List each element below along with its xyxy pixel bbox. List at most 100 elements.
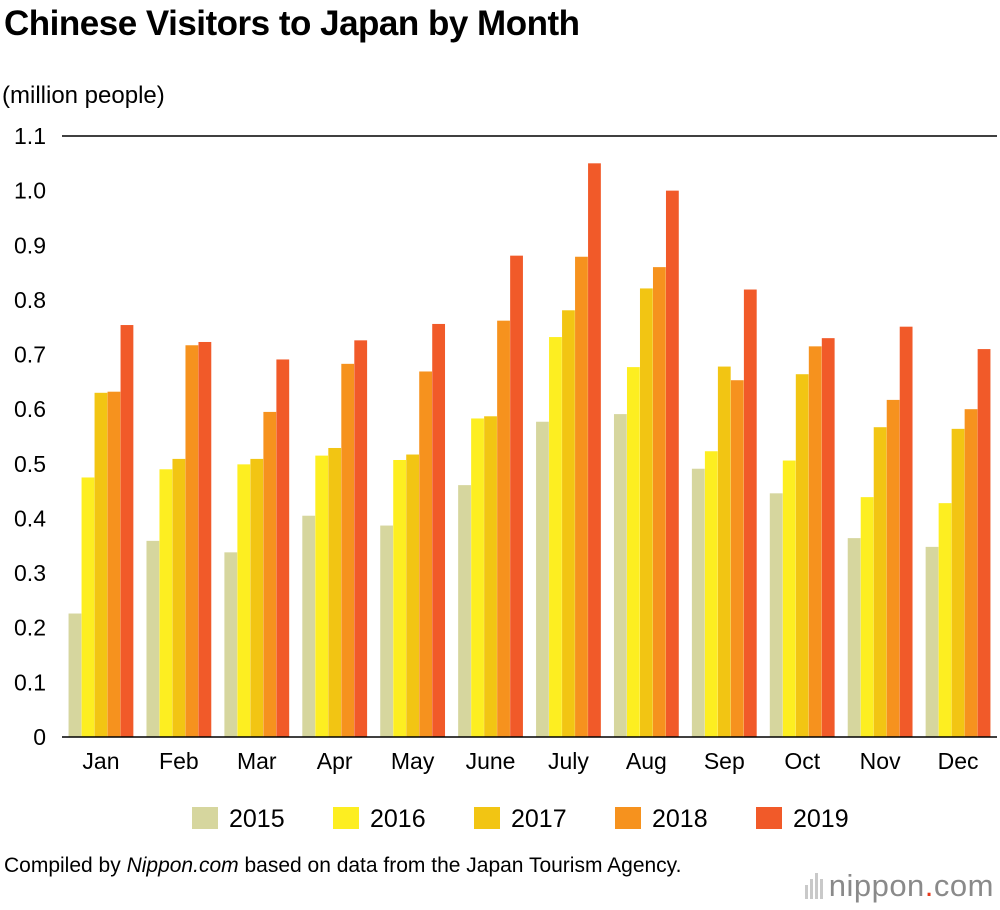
- legend-swatch: [756, 807, 782, 829]
- bar-series-group: [68, 163, 991, 738]
- bar-Feb-2017: [172, 458, 186, 737]
- legend-item-2016: 2016: [333, 805, 426, 833]
- series-2017: [94, 288, 965, 737]
- x-tick-label: Mar: [237, 748, 277, 774]
- nippon-logo: nippon. com: [804, 868, 994, 904]
- x-tick-label: Sep: [704, 748, 745, 774]
- legend-label: 2017: [511, 805, 567, 833]
- series-2019: [120, 163, 991, 738]
- y-axis-unit-label: (million people): [2, 82, 165, 109]
- bar-Aug-2016: [626, 367, 640, 737]
- legend-swatch: [615, 807, 641, 829]
- bar-Jan-2016: [81, 477, 95, 737]
- legend-label: 2018: [652, 805, 708, 833]
- series-2018: [107, 256, 978, 737]
- bar-Dec-2019: [977, 349, 991, 737]
- series-2015: [68, 414, 939, 737]
- bar-Jan-2017: [94, 392, 108, 737]
- bar-Aug-2018: [652, 267, 666, 737]
- bar-Apr-2017: [328, 447, 342, 737]
- chart-title: Chinese Visitors to Japan by Month: [4, 4, 580, 43]
- bar-Sep-2016: [704, 451, 718, 737]
- source-prefix: Compiled by: [4, 854, 127, 877]
- legend: 2015 2016 2017 2018 2019: [192, 805, 849, 833]
- x-tick-label: Feb: [159, 748, 199, 774]
- bar-Apr-2018: [341, 363, 355, 737]
- bar-Feb-2016: [159, 469, 173, 737]
- legend-item-2015: 2015: [192, 805, 285, 833]
- logo-text: nippon: [828, 868, 925, 903]
- x-axis-ticks: Jan Feb Mar Apr May June July Aug Sep Oct Nov Dec: [82, 748, 978, 774]
- bar-Apr-2019: [354, 340, 368, 737]
- legend-item-2018: 2018: [615, 805, 708, 833]
- y-tick-label: 0: [33, 724, 46, 750]
- bar-Nov-2019: [899, 326, 913, 737]
- bar-Feb-2019: [198, 341, 212, 737]
- legend-swatch: [192, 807, 218, 829]
- x-tick-label: July: [548, 748, 589, 774]
- series-2016: [81, 337, 952, 737]
- bar-Nov-2016: [860, 497, 874, 737]
- legend-swatch: [474, 807, 500, 829]
- bar-Nov-2015: [847, 538, 861, 737]
- source-italic: Nippon.com: [126, 854, 239, 877]
- bar-Dec-2015: [925, 546, 939, 737]
- legend-label: 2016: [370, 805, 426, 833]
- x-tick-label: May: [391, 748, 435, 774]
- x-tick-label: Oct: [784, 748, 820, 774]
- x-tick-label: Apr: [317, 748, 353, 774]
- legend-item-2019: 2019: [756, 805, 849, 833]
- bar-Dec-2016: [938, 503, 952, 737]
- bar-Nov-2017: [873, 427, 887, 737]
- bar-Sep-2019: [743, 289, 757, 737]
- logo-dot: .: [924, 868, 934, 903]
- y-tick-label: 0.2: [14, 615, 46, 641]
- y-tick-label: 0.4: [14, 505, 46, 531]
- y-tick-label: 0.7: [14, 342, 46, 368]
- source-note: Compiled by Nippon.com based on data fro…: [4, 853, 681, 878]
- bar-Mar-2018: [263, 411, 277, 737]
- x-tick-label: Nov: [860, 748, 901, 774]
- y-tick-label: 1.0: [14, 178, 46, 204]
- legend-label: 2019: [793, 805, 849, 833]
- y-tick-label: 0.9: [14, 232, 46, 258]
- bar-chart: 0 0.1 0.2 0.3 0.4 0.5 0.6 0.7 0.8 0.9 1.0 1.1 Jan Fe…: [14, 123, 997, 833]
- bar-Mar-2016: [237, 464, 251, 737]
- bar-Nov-2018: [886, 399, 900, 737]
- bar-June-2016: [471, 418, 484, 737]
- bar-Jan-2019: [120, 325, 134, 737]
- bar-Feb-2018: [185, 345, 199, 737]
- bar-May-2018: [419, 371, 433, 737]
- x-tick-label: Dec: [938, 748, 979, 774]
- x-tick-label: Jan: [82, 748, 119, 774]
- bar-Sep-2018: [730, 380, 744, 737]
- y-tick-label: 0.1: [14, 669, 46, 695]
- legend-item-2017: 2017: [474, 805, 567, 833]
- bar-July-2017: [562, 310, 575, 737]
- y-axis-ticks: 0 0.1 0.2 0.3 0.4 0.5 0.6 0.7 0.8 0.9 1.0 1.1: [14, 123, 46, 750]
- source-suffix: based on data from the Japan Tourism Age…: [238, 854, 682, 877]
- x-tick-label: June: [466, 748, 516, 774]
- y-tick-label: 1.1: [14, 123, 46, 149]
- bar-Mar-2017: [250, 458, 264, 737]
- bar-Oct-2018: [808, 346, 822, 737]
- bar-June-2018: [497, 320, 510, 737]
- logo-bars-icon: [804, 873, 823, 899]
- bar-Apr-2016: [315, 455, 329, 737]
- bar-Dec-2017: [951, 428, 965, 737]
- bar-Oct-2019: [821, 338, 835, 737]
- bar-July-2019: [588, 163, 601, 737]
- bar-Dec-2018: [964, 409, 978, 737]
- x-tick-label: Aug: [626, 748, 667, 774]
- bar-Jan-2015: [68, 613, 82, 737]
- bar-Aug-2017: [639, 288, 653, 737]
- bar-May-2019: [432, 323, 446, 737]
- bar-June-2017: [484, 416, 497, 737]
- logo-tld: com: [933, 868, 994, 903]
- bar-Oct-2016: [782, 460, 796, 737]
- bar-Oct-2015: [769, 493, 783, 737]
- bar-Jan-2018: [107, 391, 121, 737]
- bar-Mar-2015: [224, 552, 238, 737]
- bar-Feb-2015: [146, 540, 160, 737]
- y-tick-label: 0.8: [14, 287, 46, 313]
